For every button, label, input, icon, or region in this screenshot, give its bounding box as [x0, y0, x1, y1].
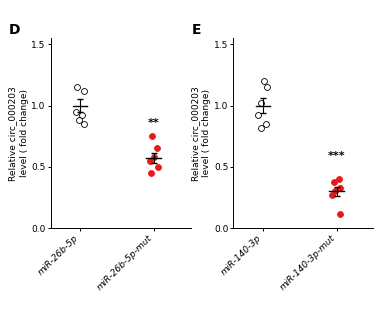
Point: [258, 100, 264, 106]
Y-axis label: Relative circ_000203
level ( fold change): Relative circ_000203 level ( fold change…: [9, 86, 28, 180]
Point: [329, 192, 335, 197]
Point: [149, 134, 155, 139]
Point: [151, 154, 158, 159]
Point: [74, 85, 80, 90]
Point: [154, 146, 160, 151]
Point: [255, 113, 261, 118]
Point: [79, 113, 85, 118]
Point: [336, 211, 343, 216]
Point: [261, 78, 268, 83]
Point: [263, 121, 269, 126]
Point: [331, 179, 337, 184]
Text: E: E: [191, 23, 201, 37]
Text: ***: ***: [328, 151, 345, 161]
Point: [81, 121, 88, 126]
Point: [332, 189, 338, 194]
Text: D: D: [9, 23, 20, 37]
Point: [258, 125, 265, 130]
Text: **: **: [148, 118, 159, 128]
Point: [148, 171, 154, 176]
Point: [264, 85, 270, 90]
Point: [147, 158, 153, 163]
Point: [72, 109, 79, 114]
Point: [155, 164, 161, 169]
Point: [336, 177, 342, 182]
Y-axis label: Relative circ_000203
level ( fold change): Relative circ_000203 level ( fold change…: [191, 86, 211, 180]
Point: [337, 185, 343, 190]
Point: [81, 88, 87, 93]
Point: [75, 118, 82, 123]
